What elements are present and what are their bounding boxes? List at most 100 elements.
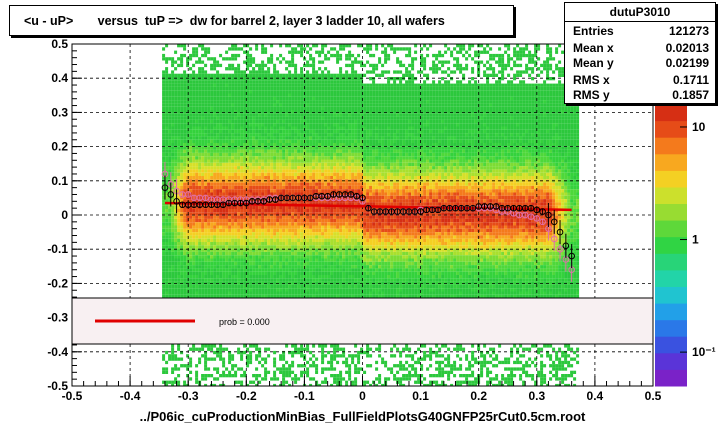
heatmap-cell [276,110,280,114]
heatmap-cell [321,126,325,130]
heatmap-cell [291,179,295,183]
heatmap-cell [297,238,301,242]
heatmap-cell [228,255,232,259]
heatmap-cell [204,228,208,233]
heatmap-cell [318,149,322,153]
heatmap-cell [171,255,175,259]
heatmap-cell [294,245,298,249]
heatmap-cell [306,176,310,180]
heatmap-cell [231,235,235,239]
heatmap-cell [177,235,181,239]
heatmap-cell [300,238,304,242]
heatmap-cell [192,284,196,289]
heatmap-cell [249,215,253,219]
heatmap-cell [276,162,280,167]
heatmap-cell [255,245,259,249]
heatmap-cell [177,119,181,124]
heatmap-cell [324,149,328,153]
heatmap-cell [291,50,295,54]
heatmap-cell [180,80,184,84]
heatmap-cell [318,344,322,348]
heatmap-cell [183,136,187,140]
heatmap-cell [231,185,235,190]
heatmap-cell [225,215,229,219]
heatmap-cell [213,110,217,114]
heatmap-cell [315,225,319,229]
heatmap-cell [180,238,184,242]
heatmap-cell [183,228,187,233]
heatmap-cell [294,93,298,97]
heatmap-cell [186,265,190,269]
heatmap-cell [207,126,211,130]
heatmap-cell [270,218,274,223]
heatmap-cell [255,291,259,295]
heatmap-cell [321,294,325,299]
heatmap-cell [285,291,289,295]
heatmap-cell [171,271,175,275]
heatmap-cell [300,185,304,190]
heatmap-cell [246,149,250,153]
heatmap-cell [267,248,271,252]
heatmap-cell [219,218,223,223]
heatmap-cell [294,86,298,91]
heatmap-cell [312,86,316,91]
heatmap-cell [198,265,202,269]
heatmap-cell [279,96,283,101]
heatmap-cell [222,133,226,137]
heatmap-cell [192,232,196,236]
heatmap-cell [273,291,277,295]
heatmap-cell [174,225,178,229]
heatmap-cell [255,123,259,127]
heatmap-cell [231,83,235,87]
heatmap-cell [249,93,253,97]
heatmap-cell [273,110,277,114]
heatmap-cell [243,143,247,147]
heatmap-cell [195,242,199,246]
heatmap-cell [327,156,331,160]
heatmap-cell [309,77,313,81]
heatmap-cell [276,377,280,381]
heatmap-cell [234,100,238,104]
heatmap-cell [258,268,262,272]
heatmap-cell [255,182,259,186]
heatmap-cell [252,149,256,153]
heatmap-cell [204,238,208,242]
heatmap-cell [201,143,205,147]
heatmap-cell [309,80,313,84]
heatmap-cell [246,271,250,275]
heatmap-cell [246,364,250,368]
heatmap-cell [297,245,301,249]
heatmap-cell [261,67,265,71]
heatmap-cell [309,116,313,120]
heatmap-cell [315,248,319,252]
heatmap-cell [171,238,175,242]
heatmap-cell [201,123,205,127]
heatmap-cell [309,228,313,233]
heatmap-cell [255,278,259,282]
heatmap-cell [258,380,262,384]
heatmap-cell [324,235,328,239]
heatmap-cell [204,215,208,219]
heatmap-cell [231,77,235,81]
heatmap-cell [216,129,220,134]
heatmap-cell [186,367,190,371]
heatmap-cell [264,209,268,213]
heatmap-cell [225,86,229,91]
heatmap-cell [270,235,274,239]
heatmap-cell [177,116,181,120]
heatmap-cell [261,136,265,140]
heatmap-cell [240,93,244,97]
heatmap-cell [255,228,259,233]
heatmap-cell [213,129,217,134]
heatmap-cell [246,238,250,242]
heatmap-cell [297,212,301,216]
heatmap-cell [192,192,196,196]
heatmap-cell [309,205,313,209]
heatmap-cell [192,347,196,351]
heatmap-cell [177,123,181,127]
heatmap-cell [249,159,253,163]
heatmap-cell [276,271,280,275]
heatmap-cell [252,133,256,137]
heatmap-cell [258,176,262,180]
heatmap-cell [231,374,235,378]
